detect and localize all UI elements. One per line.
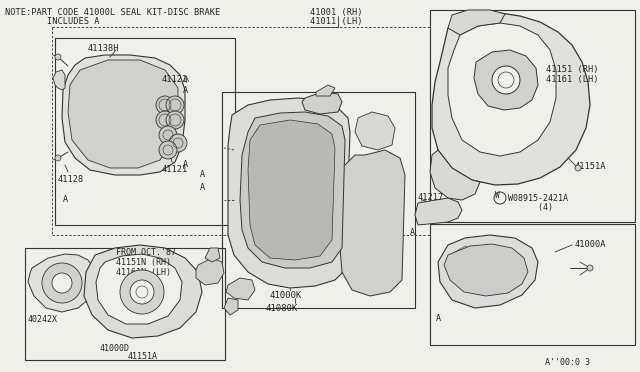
Polygon shape [53,70,65,90]
Text: NOTE:PART CODE 41000L SEAL KIT-DISC BRAKE: NOTE:PART CODE 41000L SEAL KIT-DISC BRAK… [5,8,220,17]
Circle shape [492,66,520,94]
Text: (4): (4) [508,203,553,212]
Polygon shape [226,278,255,300]
Text: FROM OCT.'87: FROM OCT.'87 [116,248,176,257]
Polygon shape [28,254,96,312]
Text: A: A [200,170,205,179]
Polygon shape [474,50,538,110]
Text: A: A [183,86,188,95]
Text: 41151 (RH): 41151 (RH) [546,65,598,74]
Polygon shape [430,150,480,200]
Polygon shape [68,60,178,168]
Polygon shape [415,198,462,225]
Text: 41217: 41217 [418,193,444,202]
Polygon shape [62,55,185,175]
Text: 41000A: 41000A [575,240,607,249]
Text: A: A [63,195,68,204]
Polygon shape [438,235,538,308]
Text: W: W [495,192,499,201]
Polygon shape [96,254,182,324]
Text: 41000D: 41000D [100,344,130,353]
Text: 41128: 41128 [58,175,84,184]
Text: 41151A: 41151A [575,162,607,171]
Text: 41001 (RH): 41001 (RH) [310,8,362,17]
Text: 41151A: 41151A [128,352,158,361]
Circle shape [55,155,61,161]
Text: 41138H: 41138H [88,44,120,53]
Circle shape [159,126,177,144]
Circle shape [156,96,174,114]
Text: W08915-2421A: W08915-2421A [508,194,568,203]
Polygon shape [224,298,238,315]
Polygon shape [240,112,345,268]
Circle shape [120,270,164,314]
Polygon shape [448,23,556,156]
Polygon shape [302,92,342,114]
Circle shape [575,165,581,171]
Text: A: A [200,183,205,192]
Text: 41121: 41121 [162,75,188,84]
Circle shape [55,54,61,60]
Text: INCLUDES A: INCLUDES A [5,17,99,26]
Text: 40242X: 40242X [28,315,58,324]
Circle shape [166,111,184,129]
Circle shape [166,96,184,114]
Polygon shape [316,85,335,96]
Circle shape [42,263,82,303]
Polygon shape [340,150,405,296]
Text: 41161 (LH): 41161 (LH) [546,75,598,84]
Text: 41161N (LH): 41161N (LH) [116,268,171,277]
Polygon shape [228,98,350,288]
Text: A: A [436,314,441,323]
Circle shape [159,141,177,159]
Text: 41000K: 41000K [270,291,302,300]
Polygon shape [432,13,590,185]
Polygon shape [444,244,528,296]
Polygon shape [355,112,395,150]
Text: 41011 (LH): 41011 (LH) [310,17,362,26]
Circle shape [52,273,72,293]
Text: 41121: 41121 [162,165,188,174]
Polygon shape [248,120,335,260]
Circle shape [156,111,174,129]
Polygon shape [84,245,202,338]
Text: A: A [410,228,415,237]
Polygon shape [196,258,224,285]
Circle shape [587,265,593,271]
Text: 41151N (RH): 41151N (RH) [116,258,171,267]
Text: A''00:0 3: A''00:0 3 [545,358,590,367]
Circle shape [130,280,154,304]
Polygon shape [448,10,505,35]
Text: A: A [183,160,188,169]
Text: 41080K: 41080K [265,304,297,313]
Circle shape [169,134,187,152]
Polygon shape [205,248,220,262]
